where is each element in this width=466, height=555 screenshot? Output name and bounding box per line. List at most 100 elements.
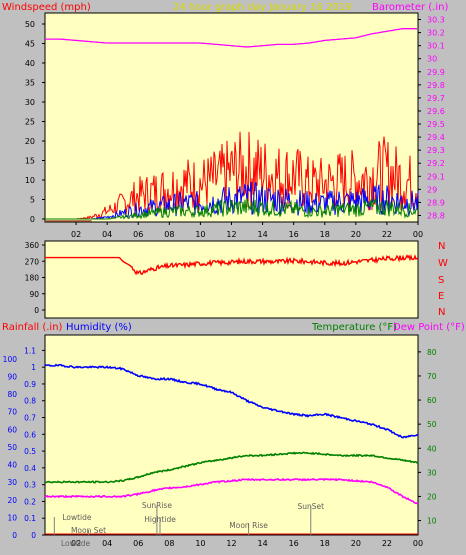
baro-y-tick: 30 bbox=[427, 55, 437, 64]
direction-line bbox=[45, 254, 419, 276]
wind-x-tick: 00 bbox=[413, 230, 423, 239]
temp-y-tick: 30 bbox=[427, 468, 437, 477]
temp-plot-area bbox=[44, 334, 419, 536]
baro-y-tick: 30.2 bbox=[427, 29, 445, 38]
gust-speed-line bbox=[45, 181, 419, 220]
wind-y-tick: 35 bbox=[25, 79, 35, 88]
baro-y-tick: 29 bbox=[427, 185, 437, 194]
temp-y-tick: 60 bbox=[427, 396, 437, 405]
event-label: Moon Rise bbox=[229, 521, 268, 530]
chart-title: 24 hour graph day January 16 2019 bbox=[173, 2, 351, 13]
baro-y-tick: 29.2 bbox=[427, 159, 445, 168]
wind-x-tick: 06 bbox=[133, 230, 143, 239]
temp-y-tick: 50 bbox=[427, 420, 437, 429]
baro-y-tick: 29.6 bbox=[427, 107, 445, 116]
wind-x-tick: 08 bbox=[164, 230, 174, 239]
rain-y-tick: 0.1 bbox=[24, 514, 36, 523]
avg-speed-line bbox=[45, 198, 419, 220]
humidity-y-tick: 30 bbox=[7, 478, 17, 487]
wind-plot-area bbox=[44, 12, 419, 223]
event-label: Moon Set bbox=[71, 526, 106, 535]
direction-y-tick: 0 bbox=[34, 306, 39, 315]
baro-y-tick: 28.9 bbox=[427, 198, 445, 207]
temp-x-tick: 04 bbox=[102, 539, 112, 548]
rain-y-tick: 0.6 bbox=[24, 430, 36, 439]
rain-y-tick: 0.2 bbox=[24, 497, 36, 506]
temp-x-tick: 22 bbox=[382, 539, 392, 548]
wind-x-tick: 18 bbox=[320, 230, 330, 239]
direction-y-tick: 180 bbox=[25, 274, 40, 283]
event-label: Hightide bbox=[144, 515, 176, 524]
direction-y-tick: 90 bbox=[29, 290, 39, 299]
barometer-axis-label: Barometer (.in) bbox=[372, 2, 448, 13]
baro-y-tick: 30.1 bbox=[427, 42, 445, 51]
windspeed-axis-label: Windspeed (mph) bbox=[2, 2, 91, 13]
temperature-axis-label: Temperature (°F) bbox=[311, 322, 397, 333]
temp-y-tick: 10 bbox=[427, 517, 437, 526]
event-label-lowtide-axis: Lowtide bbox=[61, 539, 91, 548]
temp-y-tick: 40 bbox=[427, 444, 437, 453]
temp-x-tick: 16 bbox=[289, 539, 299, 548]
baro-y-tick: 28.8 bbox=[427, 211, 445, 220]
rain-y-tick: 0.9 bbox=[24, 380, 36, 389]
dewpoint-axis-label: Dew Point (°F) bbox=[393, 322, 465, 333]
barometer-line bbox=[45, 28, 417, 48]
rain-y-tick: 0.5 bbox=[24, 447, 36, 456]
wind-x-tick: 02 bbox=[71, 230, 81, 239]
rain-y-tick: 0 bbox=[31, 531, 36, 540]
humidity-y-tick: 0 bbox=[12, 531, 17, 540]
humidity-y-tick: 100 bbox=[3, 355, 18, 364]
dewpoint-line bbox=[44, 477, 419, 505]
humidity-y-tick: 80 bbox=[7, 390, 17, 399]
wind-y-tick: 30 bbox=[25, 98, 35, 107]
wind-y-tick: 25 bbox=[25, 118, 35, 127]
temp-x-tick: 20 bbox=[351, 539, 361, 548]
humidity-y-tick: 50 bbox=[7, 443, 17, 452]
compass-n-top: N bbox=[438, 241, 445, 252]
wind-x-tick: 16 bbox=[289, 230, 299, 239]
baro-y-tick: 29.5 bbox=[427, 120, 445, 129]
event-label: Lowtide bbox=[62, 513, 92, 522]
direction-y-tick: 270 bbox=[25, 257, 40, 266]
wind-x-tick: 20 bbox=[351, 230, 361, 239]
temp-x-tick: 18 bbox=[320, 539, 330, 548]
baro-y-tick: 29.9 bbox=[427, 68, 445, 77]
humidity-y-tick: 10 bbox=[7, 513, 17, 522]
wind-y-tick: 10 bbox=[25, 176, 35, 185]
wind-y-tick: 45 bbox=[25, 40, 35, 49]
temperature-line bbox=[44, 451, 419, 484]
wind-x-tick: 12 bbox=[226, 230, 236, 239]
rain-y-tick: 0.3 bbox=[24, 481, 36, 490]
rainfall-axis-label: Rainfall (.in) bbox=[2, 322, 63, 333]
rain-y-tick: 1.1 bbox=[24, 346, 36, 355]
baro-y-tick: 29.7 bbox=[427, 94, 445, 103]
wind-x-tick: 22 bbox=[382, 230, 392, 239]
humidity-y-tick: 20 bbox=[7, 496, 17, 505]
humidity-y-tick: 40 bbox=[7, 461, 17, 470]
temp-x-tick: 02 bbox=[71, 539, 81, 548]
temp-y-tick: 20 bbox=[427, 492, 437, 501]
temp-x-tick: 14 bbox=[257, 539, 267, 548]
temp-x-tick: 00 bbox=[413, 539, 423, 548]
temp-x-tick: 08 bbox=[164, 539, 174, 548]
wind-y-tick: 40 bbox=[25, 59, 35, 68]
humidity-y-tick: 90 bbox=[7, 372, 17, 381]
temp-x-tick: 10 bbox=[195, 539, 205, 548]
wind-x-tick: 14 bbox=[257, 230, 267, 239]
wind-y-tick: 20 bbox=[25, 137, 35, 146]
wind-speed-line bbox=[45, 131, 419, 220]
baro-y-tick: 30.3 bbox=[427, 16, 445, 25]
temp-y-tick: 70 bbox=[427, 372, 437, 381]
temp-y-tick: 80 bbox=[427, 348, 437, 357]
baro-y-tick: 29.4 bbox=[427, 133, 445, 142]
wind-x-tick: 04 bbox=[102, 230, 112, 239]
direction-plot-area bbox=[44, 240, 419, 319]
rain-y-tick: 0.8 bbox=[24, 397, 36, 406]
humidity-line bbox=[44, 363, 419, 439]
humidity-y-tick: 60 bbox=[7, 425, 17, 434]
temp-x-tick: 06 bbox=[133, 539, 143, 548]
compass-n-bottom: N bbox=[438, 307, 445, 318]
rain-y-tick: 0.7 bbox=[24, 414, 36, 423]
baro-y-tick: 29.1 bbox=[427, 172, 445, 181]
rain-y-tick: 0.4 bbox=[24, 464, 36, 473]
